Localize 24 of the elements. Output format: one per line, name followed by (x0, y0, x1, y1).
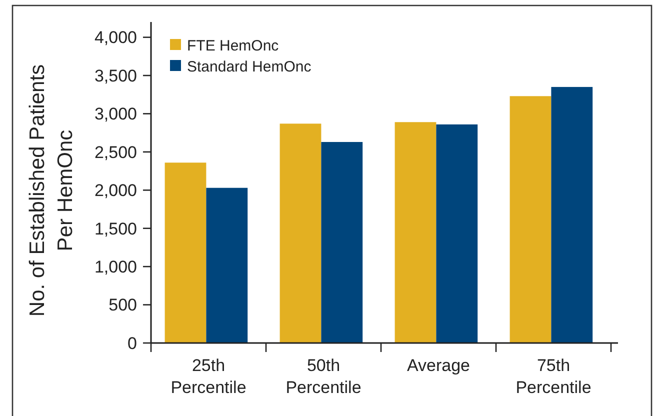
x-tick-label: 50th Percentile (286, 356, 362, 398)
y-tick-label: 4,000 (94, 28, 137, 48)
y-tick-label: 2,500 (94, 142, 137, 162)
y-tick-label: 1,500 (94, 219, 137, 238)
y-tick-label: 500 (108, 296, 137, 315)
x-tick-label: 25th Percentile (170, 356, 246, 398)
bar (206, 188, 248, 343)
bar (321, 142, 363, 343)
y-axis-title: No. of Established Patients Per HemOnc (26, 64, 77, 317)
y-tick-label: 3,500 (94, 66, 137, 86)
bar (394, 122, 436, 343)
y-tick-label: 2,000 (94, 181, 137, 200)
bar (510, 96, 552, 343)
legend-label: Standard HemOnc (187, 58, 312, 76)
y-tick-label: 3,000 (94, 104, 137, 124)
bar (551, 86, 593, 343)
bar (280, 124, 322, 343)
bar (436, 124, 478, 343)
y-tick-label: 0 (128, 334, 137, 353)
x-tick-label: 75th Percentile (516, 356, 592, 398)
y-tick-label: 1,000 (94, 258, 137, 277)
bar (164, 162, 206, 343)
legend-label: FTE HemOnc (187, 37, 280, 54)
x-tick-label: Average (406, 356, 470, 375)
